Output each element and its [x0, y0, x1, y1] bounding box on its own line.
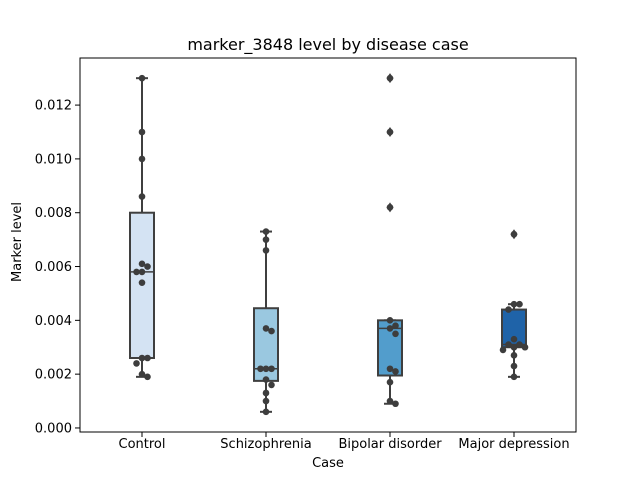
data-point: [386, 365, 394, 373]
plot-area: 0.000 0.002 0.004 0.006 0.008 0.010 0.012 Contr…: [35, 57, 577, 452]
data-point: [138, 128, 146, 136]
y-tick-label: 0.010: [35, 152, 72, 167]
data-point: [138, 279, 146, 286]
data-point: [138, 370, 146, 378]
box-iqr: [501, 308, 527, 349]
swarm-points-control: [133, 74, 151, 381]
data-point: [510, 352, 518, 359]
data-point: [144, 373, 151, 381]
data-point: [138, 155, 146, 163]
data-point: [133, 360, 140, 367]
data-point: [510, 230, 518, 238]
data-point: [510, 362, 518, 370]
data-point: [262, 228, 270, 235]
chart-title: marker_3848 level by disease case: [187, 35, 468, 55]
data-point: [510, 343, 518, 351]
data-point: [505, 306, 512, 313]
data-point: [268, 381, 275, 389]
data-point: [138, 354, 146, 362]
y-tick-label: 0.004: [35, 314, 72, 329]
data-point: [510, 373, 518, 381]
data-point: [138, 268, 146, 276]
data-point: [262, 397, 270, 405]
data-point: [392, 322, 399, 330]
y-tick-label: 0.008: [35, 206, 72, 221]
y-tick-label: 0.000: [35, 421, 72, 436]
data-point: [262, 408, 270, 416]
data-point: [262, 325, 270, 332]
data-point: [499, 346, 507, 354]
swarm-points-bipolar-disorder: [386, 74, 399, 408]
data-point: [386, 204, 394, 211]
data-point: [516, 300, 523, 308]
data-point: [386, 397, 394, 405]
data-point: [262, 236, 270, 243]
data-point: [144, 354, 151, 362]
data-point: [268, 327, 275, 335]
y-tick-label: 0.006: [35, 260, 72, 275]
data-point: [138, 74, 146, 82]
data-point: [144, 263, 151, 270]
data-point: [386, 317, 394, 324]
data-point: [262, 247, 270, 254]
data-point: [392, 330, 399, 338]
data-point: [133, 268, 140, 276]
data-point: [386, 128, 394, 136]
data-point: [262, 389, 270, 397]
data-point: [392, 400, 399, 408]
plot-frame: [79, 57, 577, 433]
x-tick-label: Control: [119, 437, 166, 452]
x-tick-label: Schizophrenia: [220, 437, 311, 452]
data-point: [262, 365, 270, 373]
data-point: [268, 365, 275, 373]
x-axis-label: Case: [312, 456, 344, 471]
data-point: [386, 325, 394, 332]
data-point: [392, 368, 399, 375]
data-point: [386, 74, 394, 82]
data-point: [505, 341, 512, 348]
data-point: [138, 260, 146, 268]
box-group-major-depression: [501, 229, 527, 378]
y-axis-label: Marker level: [10, 202, 25, 282]
data-point: [510, 335, 518, 343]
x-tick-label: Bipolar disorder: [338, 437, 442, 452]
data-point: [257, 365, 264, 373]
y-tick-label: 0.012: [35, 99, 72, 114]
y-tick-label: 0.002: [35, 368, 72, 383]
data-point: [516, 341, 523, 348]
x-tick-label: Major depression: [458, 437, 569, 452]
data-point: [510, 300, 518, 308]
data-point: [386, 378, 394, 386]
box-group-bipolar-disorder: [377, 73, 403, 405]
data-point: [138, 193, 146, 200]
swarm-points-schizophrenia: [257, 228, 275, 416]
swarm-points-major-depression: [499, 230, 529, 381]
data-point: [262, 376, 270, 383]
box-group-control: [129, 77, 155, 378]
data-point: [521, 343, 529, 351]
